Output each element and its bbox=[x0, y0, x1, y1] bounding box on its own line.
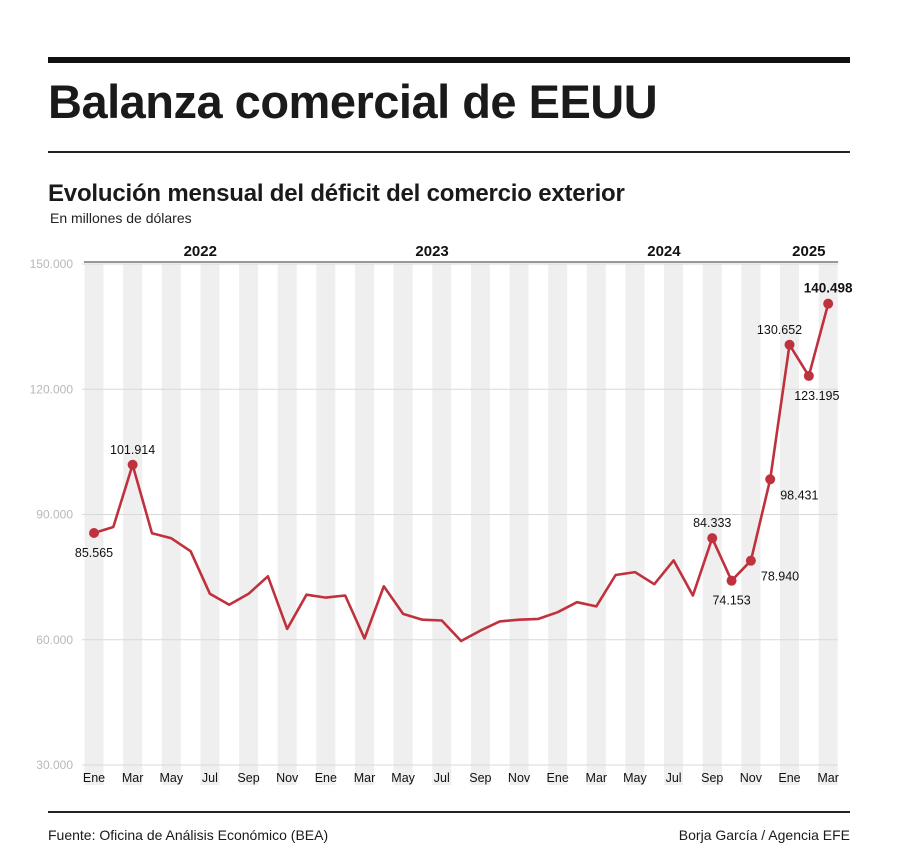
top-rule bbox=[48, 57, 850, 63]
data-point bbox=[784, 339, 795, 350]
month-band bbox=[432, 264, 452, 785]
month-band bbox=[702, 264, 722, 785]
x-tick-label: Mar bbox=[122, 771, 144, 785]
data-point bbox=[823, 298, 834, 309]
data-point bbox=[765, 474, 776, 485]
x-tick-label: Ene bbox=[778, 771, 800, 785]
y-tick-label: 30.000 bbox=[36, 758, 73, 772]
x-tick-label: Jul bbox=[666, 771, 682, 785]
data-label: 98.431 bbox=[780, 488, 818, 502]
year-label: 2022 bbox=[184, 243, 217, 260]
x-tick-label: Nov bbox=[276, 771, 299, 785]
year-label: 2023 bbox=[415, 243, 448, 260]
year-label: 2024 bbox=[647, 243, 681, 260]
data-point bbox=[803, 370, 814, 381]
credit-text: Borja García / Agencia EFE bbox=[678, 827, 850, 843]
month-band bbox=[586, 264, 606, 785]
month-band bbox=[123, 264, 143, 785]
data-point bbox=[745, 555, 756, 566]
month-band bbox=[625, 264, 645, 785]
month-band bbox=[393, 264, 413, 785]
data-point bbox=[726, 575, 737, 586]
y-tick-label: 60.000 bbox=[36, 633, 73, 647]
month-band bbox=[239, 264, 259, 785]
x-tick-label: Ene bbox=[83, 771, 105, 785]
units-label: En millones de dólares bbox=[50, 210, 192, 226]
month-band bbox=[664, 264, 684, 785]
x-tick-label: Sep bbox=[701, 771, 723, 785]
y-tick-label: 150.000 bbox=[30, 257, 74, 271]
month-band bbox=[354, 264, 374, 785]
data-label: 130.652 bbox=[757, 323, 802, 337]
data-label: 123.195 bbox=[794, 389, 839, 403]
title-divider bbox=[48, 151, 850, 153]
month-band bbox=[818, 264, 838, 785]
month-band bbox=[200, 264, 220, 785]
data-point bbox=[127, 459, 138, 470]
data-label: 74.153 bbox=[712, 594, 750, 608]
data-point bbox=[707, 533, 718, 544]
bottom-divider bbox=[48, 811, 850, 813]
x-tick-label: Jul bbox=[434, 771, 450, 785]
x-tick-label: Mar bbox=[817, 771, 839, 785]
data-label: 85.565 bbox=[75, 546, 113, 560]
month-band bbox=[548, 264, 568, 785]
x-tick-label: Jul bbox=[202, 771, 218, 785]
data-label: 101.914 bbox=[110, 443, 155, 457]
x-tick-label: Nov bbox=[508, 771, 531, 785]
month-band bbox=[316, 264, 336, 785]
x-tick-label: Ene bbox=[315, 771, 337, 785]
data-label: 140.498 bbox=[804, 281, 853, 296]
x-tick-label: Mar bbox=[354, 771, 376, 785]
x-tick-label: May bbox=[159, 771, 183, 785]
x-tick-label: May bbox=[623, 771, 647, 785]
source-text: Fuente: Oficina de Análisis Económico (B… bbox=[48, 827, 329, 843]
month-band bbox=[741, 264, 761, 785]
month-band bbox=[84, 264, 104, 785]
month-band bbox=[780, 264, 800, 785]
x-tick-label: Sep bbox=[237, 771, 259, 785]
y-tick-label: 120.000 bbox=[30, 382, 74, 396]
month-band bbox=[470, 264, 490, 785]
series-line bbox=[93, 303, 830, 643]
y-tick-label: 90.000 bbox=[36, 508, 73, 522]
x-tick-label: Mar bbox=[586, 771, 608, 785]
x-tick-label: Sep bbox=[469, 771, 491, 785]
data-label: 84.333 bbox=[693, 516, 731, 530]
page-title: Balanza comercial de EEUU bbox=[48, 75, 658, 128]
x-tick-label: Nov bbox=[740, 771, 763, 785]
data-point bbox=[89, 528, 99, 539]
data-label: 78.940 bbox=[761, 570, 799, 584]
month-band bbox=[509, 264, 529, 785]
month-band bbox=[161, 264, 181, 785]
x-tick-label: Ene bbox=[547, 771, 569, 785]
line-chart: 30.000 60.000 90.000 120.000 150.000 2022 2023… bbox=[30, 243, 853, 785]
year-label: 2025 bbox=[792, 243, 825, 260]
x-tick-label: May bbox=[391, 771, 415, 785]
chart-subtitle: Evolución mensual del déficit del comerc… bbox=[48, 180, 625, 207]
month-band bbox=[277, 264, 297, 785]
